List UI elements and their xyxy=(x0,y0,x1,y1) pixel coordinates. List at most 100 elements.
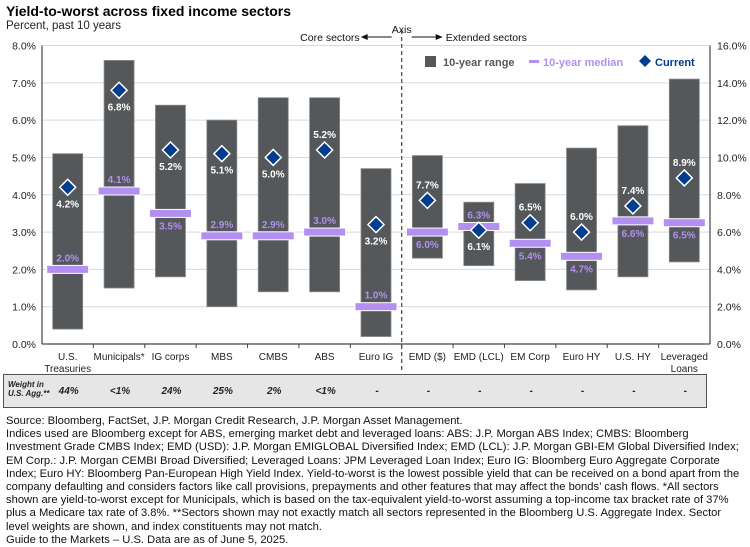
weights-row: Weight in U.S. Agg.** 44% <1% 24% 25% 2% <1% -… xyxy=(3,374,707,408)
range-bar xyxy=(155,104,186,278)
current-label: 6.5% xyxy=(519,203,542,214)
legend-current-label: Current xyxy=(655,57,695,69)
current-label: 5.2% xyxy=(159,162,182,173)
category-label: IG corps xyxy=(152,352,190,363)
current-marker xyxy=(315,140,334,160)
left-tick-label: 6.0% xyxy=(12,115,36,127)
category-label: Loans xyxy=(671,364,698,372)
right-tick-label: 14.0% xyxy=(717,78,747,90)
current-marker xyxy=(58,178,77,197)
legend-current-icon xyxy=(639,55,651,67)
range-bar xyxy=(566,147,597,291)
current-marker xyxy=(572,223,591,242)
chart-title: Yield-to-worst across fixed income secto… xyxy=(6,3,292,19)
yield-range-chart: 2.0% 4.2% 4.1% 6.8% 3.5% 5.2% 2.9% 5.1% 2.9% 5.0%… xyxy=(12,24,747,372)
current-marker xyxy=(521,213,540,232)
median-marker xyxy=(46,264,90,274)
right-tick-label: 0.0% xyxy=(717,339,741,351)
median-label: 4.7% xyxy=(570,264,593,275)
axis-label: Axis xyxy=(392,24,412,36)
axes xyxy=(41,30,711,372)
median-label: 1.0% xyxy=(365,291,388,302)
extended-sectors-label: Extended sectors xyxy=(446,32,527,44)
right-tick-label: 4.0% xyxy=(717,264,741,276)
weight-value: - xyxy=(683,386,687,397)
median-marker xyxy=(97,186,141,196)
median-label: 6.5% xyxy=(673,231,696,242)
median-label: 2.0% xyxy=(56,253,79,264)
left-tick-label: 3.0% xyxy=(12,227,36,239)
current-marker xyxy=(623,196,642,216)
category-label: U.S. xyxy=(58,352,77,363)
range-bar xyxy=(360,168,392,337)
left-tick-label: 2.0% xyxy=(12,264,36,276)
current-label: 5.1% xyxy=(210,166,233,177)
current-label: 3.2% xyxy=(365,237,388,248)
category-label: MBS xyxy=(211,352,233,363)
current-marker xyxy=(161,140,180,160)
weight-value: <1% xyxy=(109,386,131,397)
weight-value: - xyxy=(375,386,379,397)
median-label: 5.4% xyxy=(519,251,542,262)
weight-value: - xyxy=(580,386,585,397)
weight-value: - xyxy=(632,386,636,397)
category-label: Municipals* xyxy=(94,352,145,363)
median-marker xyxy=(354,302,398,312)
left-tick-label: 1.0% xyxy=(12,302,36,314)
median-label: 2.9% xyxy=(262,220,285,231)
median-label: 3.5% xyxy=(159,221,182,232)
weight-value: 24% xyxy=(161,386,182,397)
right-tick-label: 6.0% xyxy=(717,227,741,239)
median-marker xyxy=(405,227,449,237)
median-label: 4.1% xyxy=(108,175,131,186)
median-marker xyxy=(200,231,244,241)
median-marker xyxy=(560,251,604,261)
right-tick-label: 2.0% xyxy=(717,302,741,314)
current-label: 6.8% xyxy=(108,102,131,113)
median-marker xyxy=(508,238,552,248)
category-label: CMBS xyxy=(259,352,288,363)
legend-range-label: 10-year range xyxy=(443,57,515,69)
range-bar xyxy=(257,97,289,293)
median-label: 6.0% xyxy=(416,240,439,251)
current-label: 5.2% xyxy=(313,130,336,141)
current-label: 7.4% xyxy=(622,186,645,197)
right-tick-label: 8.0% xyxy=(717,190,741,202)
right-tick-label: 10.0% xyxy=(717,152,747,164)
chart-subtitle: Percent, past 10 years xyxy=(6,20,122,32)
category-label: Euro HY xyxy=(563,352,601,363)
current-label: 6.1% xyxy=(467,242,490,253)
range-bar xyxy=(668,78,700,263)
legend-median-label: 10-year median xyxy=(543,57,623,69)
source-note: Source: Bloomberg, FactSet, J.P. Morgan … xyxy=(6,415,463,427)
range-bar xyxy=(411,155,443,259)
footnotes: Source: Bloomberg, FactSet, J.P. Morgan … xyxy=(6,415,746,547)
category-label: Treasuries xyxy=(44,364,91,372)
category-label: U.S. HY xyxy=(615,352,651,363)
current-marker xyxy=(110,81,129,100)
current-label: 7.7% xyxy=(416,180,439,191)
weight-value: - xyxy=(529,386,533,397)
right-tick-label: 12.0% xyxy=(717,115,747,127)
category-label: EMD (LCL) xyxy=(454,352,504,363)
range-bar xyxy=(309,97,341,293)
median-label: 3.0% xyxy=(313,216,336,227)
median-marker xyxy=(611,216,655,226)
date-note: Guide to the Markets – U.S. Data are as … xyxy=(6,533,289,546)
current-label: 8.9% xyxy=(673,158,696,169)
weight-value: - xyxy=(478,386,482,397)
category-label: EM Corp xyxy=(510,352,550,363)
median-label: 2.9% xyxy=(210,220,233,231)
left-tick-label: 4.0% xyxy=(12,190,36,202)
median-label: 6.6% xyxy=(622,229,645,240)
core-sectors-label: Core sectors xyxy=(300,32,360,44)
median-marker xyxy=(303,227,347,237)
legend-range-swatch xyxy=(425,56,436,67)
current-marker xyxy=(366,215,386,234)
current-marker xyxy=(212,144,231,163)
gridlines xyxy=(42,45,710,308)
axis-annotations: Core sectors Axis Extended sectors xyxy=(300,24,527,44)
median-marker xyxy=(148,208,192,218)
left-tick-label: 7.0% xyxy=(12,78,36,90)
